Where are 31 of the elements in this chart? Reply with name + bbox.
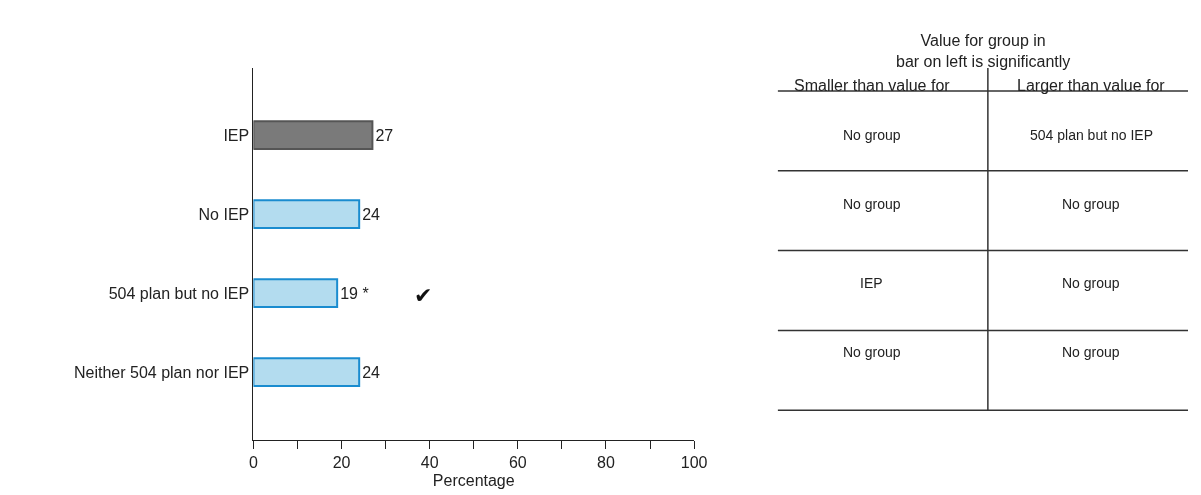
text: No group — [843, 196, 901, 212]
y-tick-label: IEP — [223, 126, 250, 144]
annotation: ✔ — [414, 283, 432, 308]
x-tick-label: 60 — [508, 454, 527, 472]
bar — [253, 357, 361, 387]
data-label: 27 — [375, 126, 394, 144]
text: 504 plan but no IEP — [1030, 127, 1153, 143]
text: No group — [843, 344, 901, 360]
x-axis-title: Percentage — [432, 471, 515, 489]
y-tick-label: No IEP — [198, 205, 250, 223]
category-label: Larger than value for — [1017, 77, 1166, 94]
data-label: 24 — [362, 205, 381, 223]
category-label: Smaller than value for — [794, 77, 951, 94]
bar — [253, 278, 339, 308]
bar — [253, 120, 374, 150]
data-label: 19 * — [340, 284, 369, 302]
text: No group — [1062, 196, 1120, 212]
text: Value for group in bar on left is significantly — [896, 32, 1071, 70]
text: No group — [1062, 275, 1120, 291]
x-tick-label: 20 — [332, 454, 351, 472]
x-tick-label: 80 — [597, 454, 615, 472]
text: No group — [843, 127, 901, 143]
x-tick-label: 40 — [420, 454, 439, 472]
x-tick-label: 100 — [680, 454, 708, 472]
text: No group — [1062, 344, 1120, 360]
data-label: 24 — [362, 363, 381, 381]
bar — [253, 199, 361, 229]
x-tick-label: 0 — [248, 454, 258, 472]
text: IEP — [860, 275, 883, 291]
y-tick-label: Neither 504 plan nor IEP — [74, 363, 250, 381]
y-tick-label: 504 plan but no IEP — [108, 284, 250, 302]
